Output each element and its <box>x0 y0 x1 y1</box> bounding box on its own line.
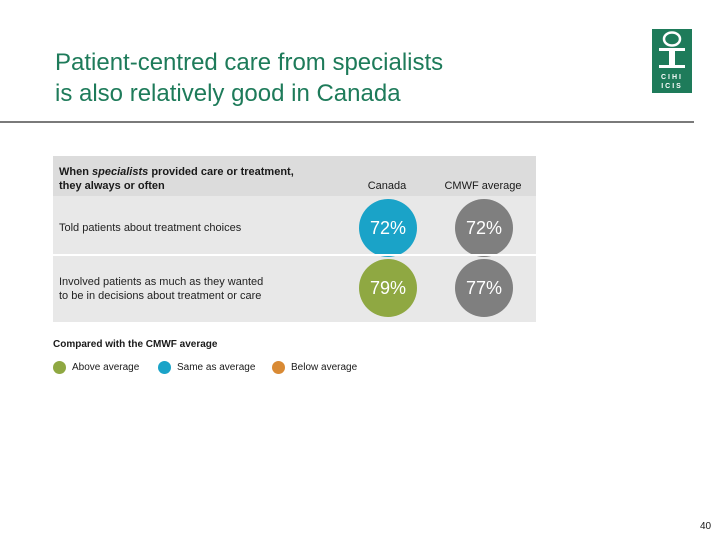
row-divider <box>53 254 536 256</box>
table-question: When specialists provided care or treatm… <box>59 166 294 192</box>
logo-text-row2: ICIS <box>661 83 683 90</box>
results-table: When specialists provided care or treatm… <box>53 156 536 322</box>
canada-value-circle-row2: 79% <box>359 259 417 317</box>
same-average-dot-icon <box>158 360 171 374</box>
cmwf-value-circle-row2: 77% <box>455 259 513 317</box>
logo-text-row1: CIHI <box>661 74 683 81</box>
cmwf-value-circle-row1: 72% <box>455 199 513 257</box>
page-number: 40 <box>700 521 712 532</box>
column-header-canada: Canada <box>367 180 407 192</box>
legend-item-same: Same as average <box>158 360 255 374</box>
canada-value-circle-row1: 72% <box>359 199 417 257</box>
above-average-dot-icon <box>53 360 66 374</box>
slide-title: Patient-centred care from specialists is… <box>55 47 595 109</box>
row-label-treatment-choices: Told patients about treatment choices <box>59 222 242 234</box>
title-divider <box>0 121 694 123</box>
table-header: When specialists provided care or treatm… <box>53 156 536 196</box>
question-emphasis: specialists <box>92 166 149 178</box>
below-average-dot-icon <box>272 360 285 374</box>
row-label-involved-decisions: Involved patients as much as they wanted… <box>59 276 264 302</box>
title-line-1: Patient-centred care from specialists <box>55 49 444 76</box>
legend-item-below: Below average <box>272 360 357 374</box>
cihi-logo: CIHI ICIS <box>652 29 692 93</box>
title-line-2: is also relatively good in Canada <box>55 80 401 107</box>
legend-item-above: Above average <box>53 360 139 374</box>
legend-title: Compared with the CMWF average <box>53 339 218 350</box>
column-header-cmwf: CMWF average <box>444 180 522 192</box>
